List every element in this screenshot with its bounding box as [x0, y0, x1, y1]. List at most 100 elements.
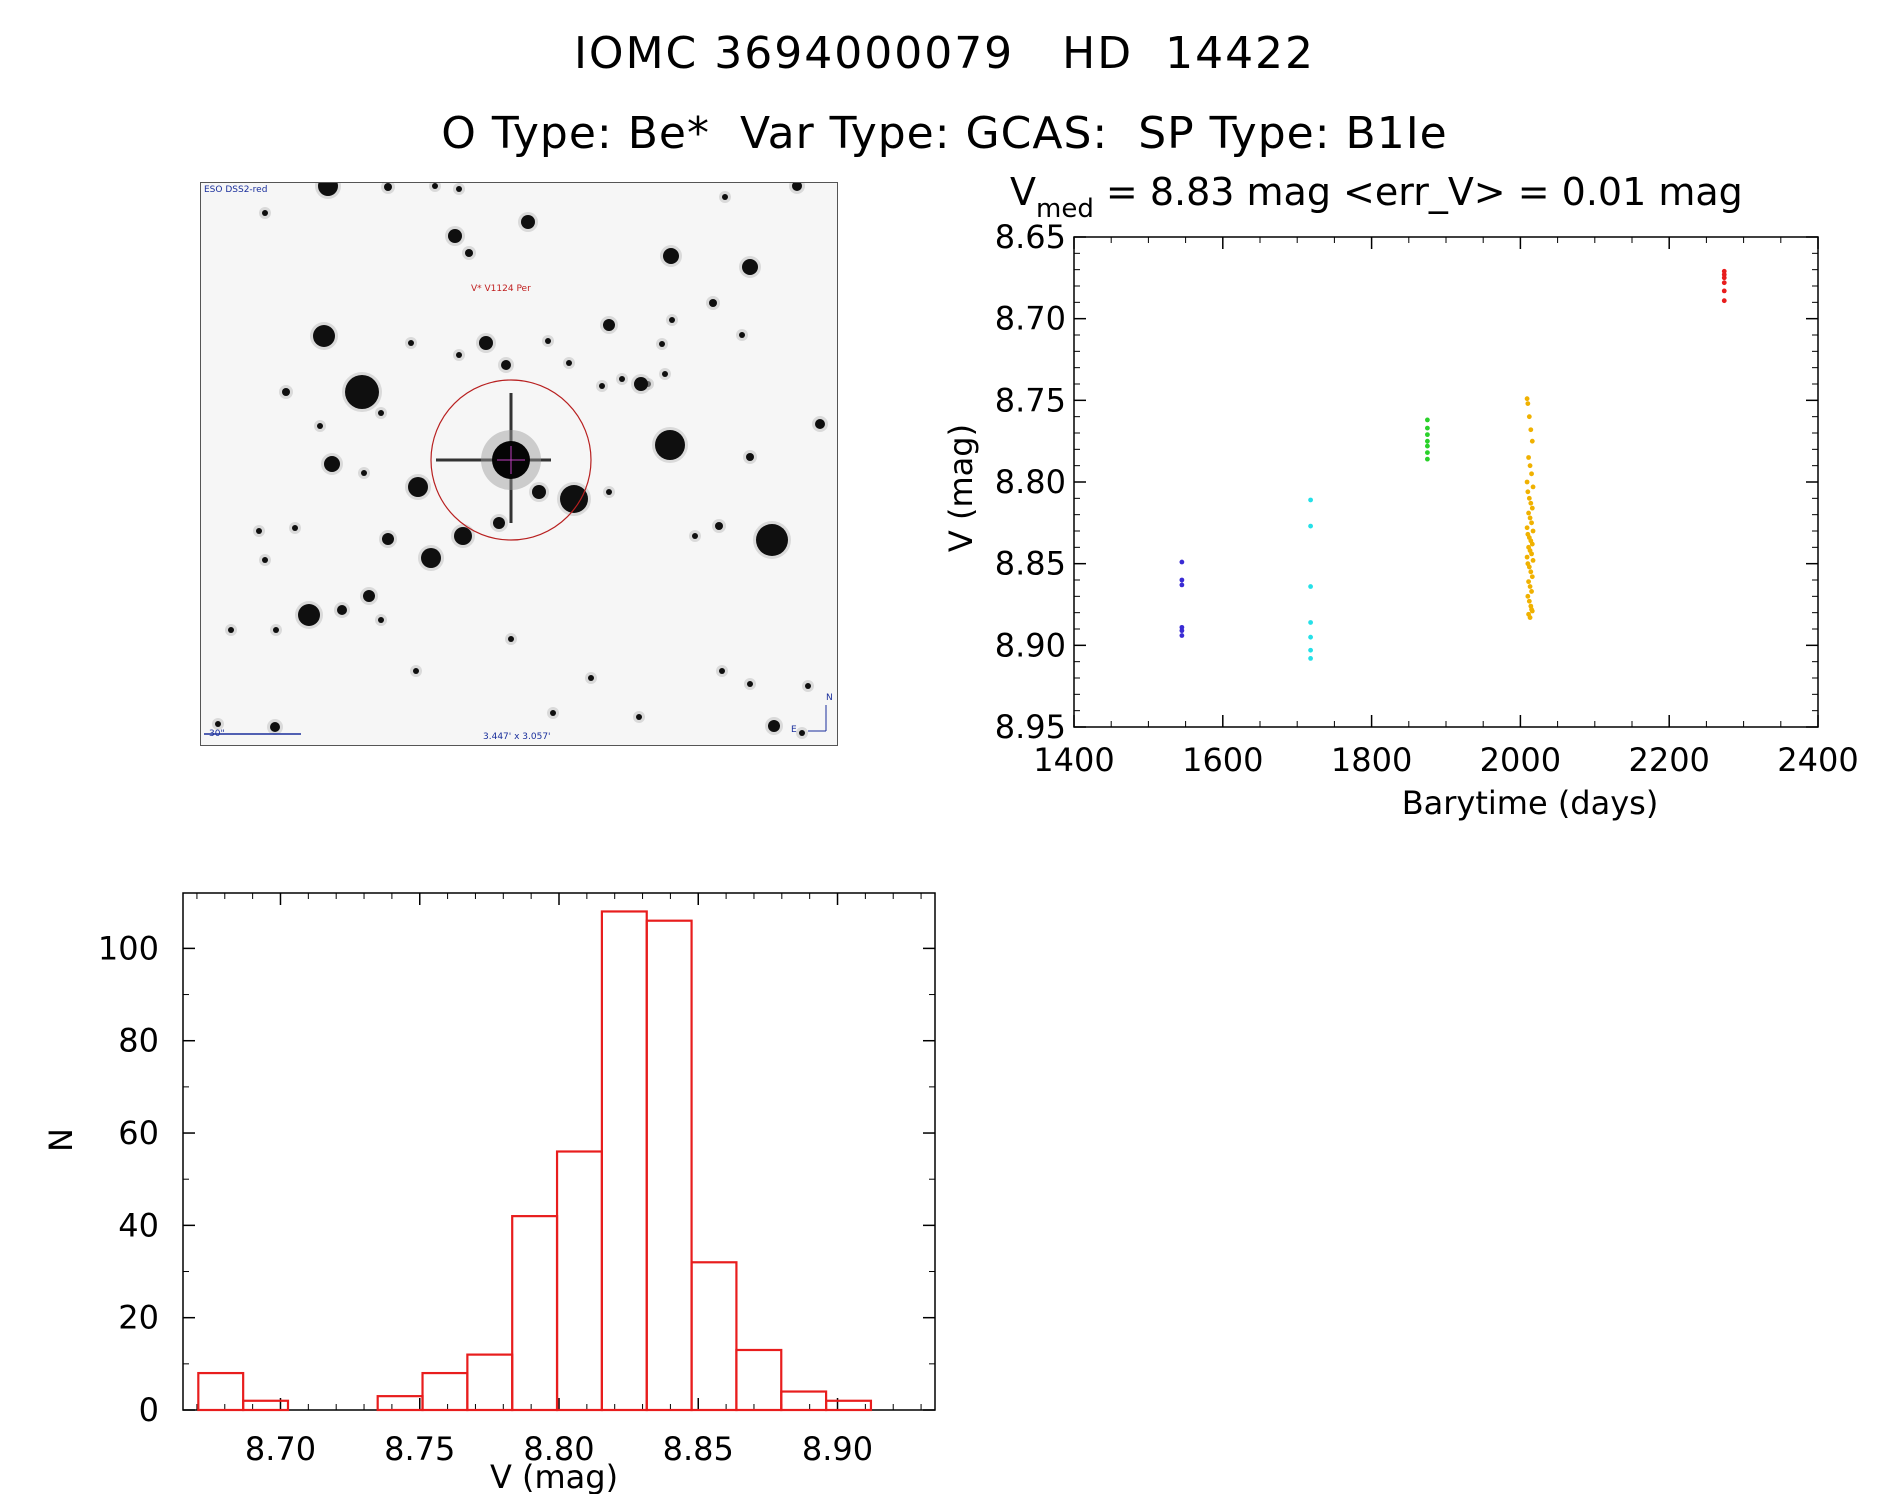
star-core	[805, 683, 811, 689]
survey-label: ESO DSS2-red	[204, 185, 268, 195]
histogram-bar	[197, 1371, 245, 1412]
y-tick-label: 40	[118, 1206, 159, 1244]
data-point	[1526, 414, 1532, 420]
star	[603, 486, 615, 498]
star	[744, 678, 756, 690]
star	[789, 183, 805, 194]
fov-label: 3.447' x 3.057'	[483, 732, 551, 742]
star	[334, 602, 350, 618]
star-core	[532, 485, 546, 499]
star	[547, 707, 559, 719]
star	[689, 530, 701, 542]
data-point	[1526, 598, 1532, 604]
star-core	[228, 627, 234, 633]
data-point	[1308, 647, 1313, 653]
star-core	[636, 714, 642, 720]
data-point	[1179, 633, 1185, 638]
star-core	[479, 336, 493, 350]
data-point	[1425, 456, 1430, 462]
x-tick-label: 1400	[1033, 741, 1114, 779]
histogram-ylabel: N	[42, 1128, 80, 1152]
y-tick-label: 0	[139, 1391, 159, 1429]
light-curve-xlabel: Barytime (days)	[1402, 784, 1659, 822]
star	[360, 587, 378, 605]
x-tick-label: 1600	[1182, 741, 1263, 779]
histogram-bar	[242, 1399, 290, 1412]
star	[321, 453, 343, 475]
histogram-bar	[555, 1150, 603, 1412]
star	[445, 226, 465, 246]
star-core	[456, 186, 462, 192]
star-core	[361, 470, 367, 476]
y-tick-label: 8.70	[995, 300, 1066, 338]
star-core	[282, 388, 290, 396]
x-tick-label: 8.75	[384, 1430, 455, 1468]
star	[542, 335, 554, 347]
star-core	[545, 338, 551, 344]
star-core	[655, 430, 685, 460]
star-core	[345, 375, 379, 409]
star	[719, 191, 731, 203]
star-core	[799, 730, 805, 736]
star	[802, 680, 814, 692]
data-point	[1529, 471, 1534, 477]
y-tick-label: 8.85	[995, 545, 1066, 583]
data-point	[1425, 432, 1430, 438]
star-core	[456, 352, 462, 358]
star-core	[663, 248, 679, 264]
data-point	[1525, 489, 1531, 495]
histogram-bar	[511, 1215, 559, 1412]
data-point	[1526, 564, 1532, 570]
data-point	[1721, 298, 1727, 304]
star-core	[560, 485, 588, 513]
data-point	[1527, 463, 1533, 469]
star	[739, 256, 761, 278]
histogram-bar	[780, 1390, 828, 1412]
star	[616, 373, 628, 385]
star	[310, 322, 338, 350]
x-tick-label: 2000	[1480, 741, 1561, 779]
star	[270, 624, 282, 636]
star	[462, 246, 476, 260]
star-core	[363, 590, 375, 602]
y-tick-label: 8.65	[995, 218, 1066, 256]
star	[505, 633, 517, 645]
star-core	[719, 668, 725, 674]
data-point	[1529, 551, 1534, 557]
star	[289, 522, 301, 534]
star-core	[421, 548, 441, 568]
data-point	[1721, 275, 1727, 281]
star-core	[384, 183, 392, 191]
x-tick-label: 8.80	[523, 1430, 594, 1468]
star-core	[606, 489, 612, 495]
series-season-5	[1721, 268, 1727, 304]
star-field	[204, 183, 828, 739]
star-core	[619, 376, 625, 382]
data-point	[1524, 554, 1530, 560]
star-core	[408, 340, 414, 346]
star-core	[273, 627, 279, 633]
star-core	[324, 456, 340, 472]
histogram-bar	[690, 1261, 738, 1412]
star-core	[550, 710, 556, 716]
star	[375, 407, 387, 419]
y-tick-label: 8.90	[995, 626, 1066, 664]
star-core	[739, 332, 745, 338]
star	[451, 524, 475, 548]
star	[563, 357, 575, 369]
data-point	[1179, 559, 1185, 565]
star	[429, 183, 441, 192]
y-tick-label: 8.80	[995, 463, 1066, 501]
x-tick-label: 2200	[1628, 741, 1709, 779]
histogram-bar	[421, 1371, 469, 1412]
star-core	[465, 249, 473, 257]
star	[712, 519, 726, 533]
star	[765, 717, 783, 735]
title-subscript: med	[1036, 194, 1094, 224]
star	[410, 665, 422, 677]
data-point	[1527, 615, 1533, 620]
data-point	[1308, 634, 1313, 640]
star-core	[382, 533, 394, 545]
star	[585, 672, 597, 684]
series-season-3	[1425, 417, 1430, 462]
